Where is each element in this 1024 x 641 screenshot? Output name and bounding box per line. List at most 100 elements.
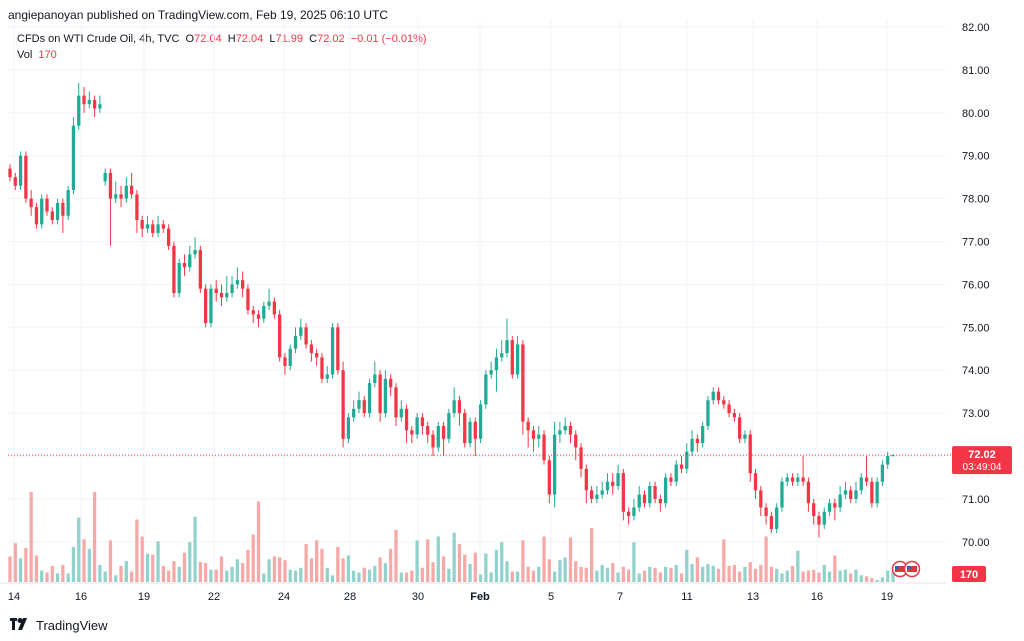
candle-body [13, 177, 17, 186]
candle-body [92, 99, 97, 109]
candle-body [283, 357, 287, 366]
time-tick-label: 5 [548, 591, 554, 603]
candle-body [775, 507, 779, 529]
volume-bar [71, 546, 76, 582]
volume-bar [151, 554, 155, 582]
high-label: H [227, 33, 236, 45]
volume-bar [711, 565, 715, 582]
volume-bar [304, 544, 308, 582]
candle-body [621, 473, 625, 512]
candle-body [182, 262, 187, 268]
volume-bar [235, 559, 239, 582]
volume-bar [542, 536, 546, 582]
candle-body [420, 417, 425, 426]
volume-bar [685, 549, 689, 582]
volume-bar [389, 548, 393, 582]
candle-body [325, 374, 329, 379]
candle-body [394, 387, 398, 418]
candle-body [235, 280, 239, 285]
candle-body [738, 417, 742, 439]
candle-body [156, 224, 160, 233]
candle-body [330, 327, 335, 375]
candle-body [246, 288, 250, 311]
volume-bar [600, 564, 604, 582]
candle-body [103, 172, 107, 182]
volume-bar [288, 569, 292, 582]
volume-bar [764, 536, 768, 582]
volume-bar [61, 564, 65, 582]
time-tick-label: 19 [138, 591, 150, 603]
volume-bar [108, 540, 113, 582]
candle-body [695, 438, 700, 444]
candle-body [801, 477, 805, 482]
candle-body [71, 125, 76, 191]
candle-body [753, 473, 758, 491]
volume-bar [246, 549, 250, 582]
volume-bar [193, 516, 197, 582]
candle-body [632, 507, 636, 517]
candle-body [293, 335, 298, 349]
volume-bar [463, 554, 467, 582]
volume-bar [790, 565, 795, 582]
candle-body [685, 451, 689, 469]
high-value: 72.04 [235, 33, 264, 45]
volume-bar [568, 537, 573, 582]
volume-bar [674, 564, 678, 582]
candle-body [447, 413, 451, 439]
price-tick-label: 70.00 [962, 537, 990, 549]
volume-bar [18, 558, 23, 582]
candle-body [436, 425, 440, 448]
candle-body [256, 314, 261, 319]
volume-bar [140, 536, 144, 582]
last-price-value: 72.02 [968, 449, 996, 461]
volume-bar [515, 571, 520, 582]
candle-body [859, 477, 863, 491]
candle-body [563, 425, 567, 431]
candle-body [34, 207, 39, 225]
volume-bar [632, 542, 636, 582]
candle-body [309, 344, 314, 354]
volume-bar [500, 542, 504, 582]
tradingview-logo-icon [10, 617, 30, 633]
candle-body [404, 408, 409, 431]
volume-bar [399, 572, 403, 582]
volume-bar [267, 559, 271, 582]
candle-body [886, 456, 890, 465]
volume-bar [875, 580, 879, 582]
candle-body [611, 481, 615, 487]
candle-body [521, 344, 525, 422]
candle-body [748, 434, 752, 474]
candle-body [203, 288, 208, 324]
volume-bar [526, 566, 530, 582]
low-value: 71.99 [275, 33, 303, 45]
footer-brand-name: TradingView [36, 617, 108, 633]
volume-bar [521, 540, 525, 582]
volume-bar [135, 519, 139, 582]
volume-bar [478, 574, 483, 582]
candle-body [584, 468, 588, 491]
volume-bar [664, 566, 668, 582]
candle-body [510, 340, 514, 375]
time-tick-label: 13 [747, 591, 759, 603]
volume-bar [653, 567, 657, 582]
volume-bar [812, 569, 816, 582]
volume-bar [198, 562, 202, 582]
candle-body [642, 494, 647, 504]
volume-bar [373, 565, 377, 582]
candle-body [299, 327, 303, 336]
candles [8, 82, 895, 538]
candle-body [838, 494, 842, 508]
volume-bar [410, 570, 414, 582]
volume-bar [119, 565, 123, 582]
volume-bar [775, 568, 779, 582]
footer-brand[interactable]: TradingView [10, 617, 108, 633]
candle-body [727, 404, 731, 414]
time-tick-label: 22 [208, 591, 220, 603]
candle-body [55, 202, 60, 221]
low-label: L [269, 33, 276, 45]
candle-body [410, 430, 414, 435]
volume-legend: Vol 170 [17, 49, 57, 61]
volume-bar [8, 556, 12, 582]
volume-bar [563, 557, 567, 582]
